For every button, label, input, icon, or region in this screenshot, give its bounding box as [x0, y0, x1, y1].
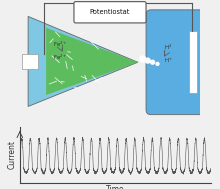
Text: H$^+$: H$^+$	[164, 56, 174, 65]
Circle shape	[140, 56, 146, 62]
Bar	[22, 54, 38, 69]
Y-axis label: Current: Current	[8, 140, 17, 170]
Text: Fe$^{2+}$: Fe$^{2+}$	[53, 53, 67, 62]
FancyBboxPatch shape	[146, 10, 205, 115]
Polygon shape	[46, 28, 138, 95]
X-axis label: Time: Time	[106, 185, 125, 189]
Text: Potentiostat: Potentiostat	[90, 9, 130, 15]
Circle shape	[145, 58, 150, 63]
Polygon shape	[28, 16, 138, 106]
Circle shape	[156, 62, 159, 65]
Bar	[189, 31, 197, 93]
Circle shape	[151, 60, 155, 64]
FancyBboxPatch shape	[74, 2, 146, 23]
Text: Fe$^{3+}$: Fe$^{3+}$	[53, 40, 67, 49]
Text: H$^2$: H$^2$	[164, 43, 172, 52]
